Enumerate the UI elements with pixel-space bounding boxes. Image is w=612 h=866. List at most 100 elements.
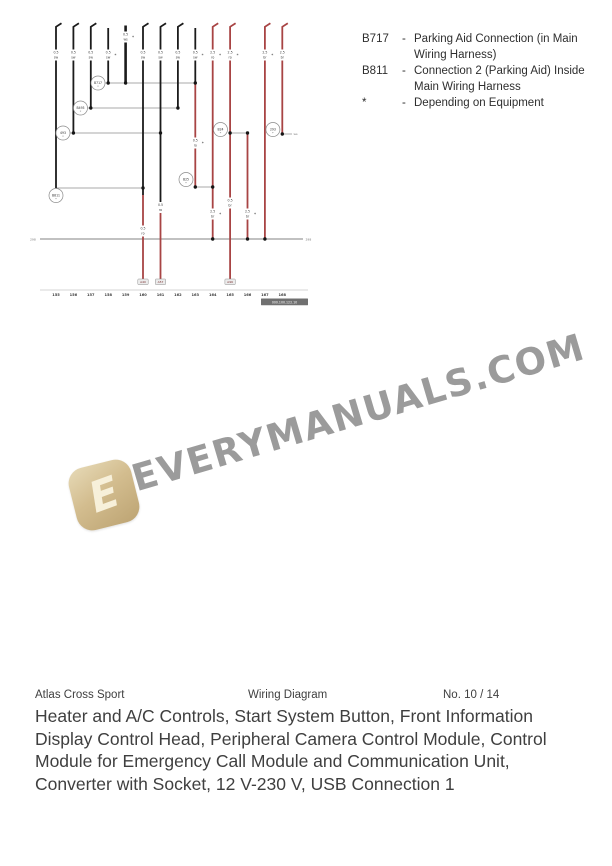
svg-text:2.5: 2.5 — [262, 51, 267, 55]
svg-text:B25: B25 — [183, 178, 189, 182]
svg-text:*: * — [132, 35, 134, 40]
svg-text:ro: ro — [159, 208, 162, 212]
svg-text:*: * — [202, 53, 204, 58]
svg-text:2.5: 2.5 — [210, 51, 215, 55]
svg-text:*: * — [219, 53, 221, 58]
legend-code: * — [362, 97, 367, 109]
svg-text:166: 166 — [244, 293, 252, 297]
svg-text:0.5: 0.5 — [88, 51, 93, 55]
svg-text:164: 164 — [209, 293, 217, 297]
svg-text:A96: A96 — [227, 280, 233, 284]
legend-dash: - — [402, 33, 406, 45]
svg-text:0.5: 0.5 — [175, 51, 180, 55]
svg-text:ro: ro — [194, 143, 197, 147]
svg-text:br: br — [246, 214, 250, 218]
wire-track-160-upper — [142, 22, 149, 195]
connector-circles: B717 * B493 * 493 * B811 * B24 * — [48, 75, 281, 203]
track-numbers: 155 156 157 158 159 160 161 162 163 164 … — [52, 293, 286, 297]
svg-text:163: 163 — [192, 293, 200, 297]
svg-text:493: 493 — [60, 131, 66, 135]
ground-label-left: 298 — [30, 237, 36, 241]
svg-text:156: 156 — [70, 293, 78, 297]
svg-text:A40: A40 — [140, 280, 146, 284]
svg-text:168: 168 — [279, 293, 287, 297]
svg-text:B493: B493 — [76, 106, 84, 110]
logo-letter: E — [81, 466, 126, 523]
svg-text:sw: sw — [193, 55, 198, 59]
legend-desc: Connection 2 (Parking Aid) Inside Main W… — [414, 65, 585, 93]
wire-mid-labels: 0.5 ro * 0.5 ro 0.5 ro 2.5 br * 0.5 br 2… — [140, 139, 256, 236]
footer-page-number: No. 10 / 14 — [443, 689, 500, 701]
svg-text:sw: sw — [158, 55, 163, 59]
wire-track-155 — [55, 22, 62, 188]
legend-code: B811 — [362, 65, 389, 77]
svg-text:161: 161 — [157, 293, 165, 297]
svg-text:*: * — [219, 212, 221, 217]
svg-text:0.5: 0.5 — [140, 51, 145, 55]
wire-track-162 — [177, 22, 184, 108]
legend-desc: Parking Aid Connection (in Main Wiring H… — [414, 33, 578, 61]
svg-text:sw: sw — [71, 55, 76, 59]
svg-text:A57: A57 — [158, 280, 164, 284]
svg-text:br: br — [263, 55, 267, 59]
connection-lines — [56, 82, 292, 189]
svg-text:*: * — [236, 53, 238, 58]
svg-text:*: * — [220, 131, 222, 135]
svg-text:B717: B717 — [94, 81, 102, 85]
svg-text:*: * — [114, 53, 116, 58]
svg-text:0.5: 0.5 — [140, 227, 145, 231]
wire-track-157 — [89, 22, 97, 108]
svg-text:B811: B811 — [52, 194, 60, 198]
svg-text:sw: sw — [141, 55, 146, 59]
svg-text:br: br — [228, 203, 232, 207]
legend: B717 - Parking Aid Connection (in Main W… — [362, 31, 588, 111]
svg-text:sw: sw — [89, 55, 94, 59]
svg-text:157: 157 — [87, 293, 95, 297]
wire-top-labels: 0.5 sw 0.5 sw 0.5 sw 0.5 sw * 0.5 ws * 0… — [53, 33, 284, 60]
ground-label-right: 298 — [306, 237, 312, 241]
page-title: Heater and A/C Controls, Start System Bu… — [35, 706, 547, 794]
svg-text:*: * — [272, 131, 274, 135]
red-wires — [142, 22, 289, 279]
svg-text:sw: sw — [176, 55, 181, 59]
svg-text:2.5: 2.5 — [280, 51, 285, 55]
svg-text:0.5: 0.5 — [123, 33, 128, 37]
svg-text:ro: ro — [228, 55, 231, 59]
wire-track-168 — [281, 22, 289, 134]
connector-b493: B493 * — [73, 100, 88, 116]
svg-text:2.5: 2.5 — [210, 210, 215, 214]
svg-text:0.5: 0.5 — [158, 51, 163, 55]
legend-code: B717 — [362, 33, 389, 45]
connector-293: 293 * — [265, 122, 281, 137]
svg-text:0.5: 0.5 — [158, 203, 163, 207]
svg-text:ws: ws — [123, 37, 128, 41]
junction-dots — [71, 81, 284, 241]
svg-text:*: * — [80, 110, 82, 114]
wire-track-167 — [264, 22, 271, 239]
svg-text:0.5: 0.5 — [53, 51, 58, 55]
footer-model-name: Atlas Cross Sport — [35, 689, 125, 701]
svg-text:155: 155 — [52, 293, 60, 297]
wiring-diagram: 0.5 sw 0.5 sw 0.5 sw 0.5 sw * 0.5 ws * 0… — [30, 22, 312, 306]
wire-track-165 — [229, 22, 237, 279]
wire-track-156 — [72, 22, 80, 133]
svg-text:*: * — [185, 181, 187, 185]
svg-text:*: * — [62, 135, 64, 139]
svg-text:158: 158 — [104, 293, 112, 297]
svg-text:ro: ro — [211, 55, 214, 59]
svg-text:000.100.122.10: 000.100.122.10 — [272, 300, 297, 304]
svg-text:2.5: 2.5 — [245, 210, 250, 214]
svg-text:sw: sw — [106, 55, 111, 59]
svg-text:br: br — [211, 214, 215, 218]
svg-text:*: * — [271, 53, 273, 58]
watermark-text: EVERYMANUALS.COM — [126, 325, 590, 501]
svg-text:162: 162 — [174, 293, 182, 297]
bottom-connector-boxes: A40 A57 A96 — [137, 278, 236, 285]
svg-text:*: * — [97, 85, 99, 89]
svg-text:0.5: 0.5 — [193, 51, 198, 55]
svg-text:159: 159 — [122, 293, 130, 297]
svg-text:167: 167 — [261, 293, 269, 297]
wire-track-164 — [211, 22, 219, 239]
connector-b24: B24 * — [213, 122, 228, 137]
svg-text:sw: sw — [54, 55, 59, 59]
